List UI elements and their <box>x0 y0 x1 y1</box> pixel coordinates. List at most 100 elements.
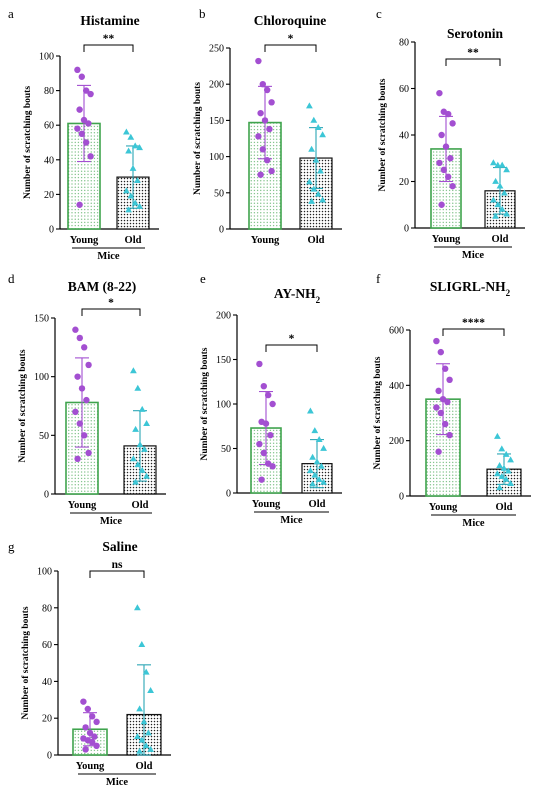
data-point-old <box>309 453 316 460</box>
data-point-young <box>87 90 94 98</box>
y-tick-label: 80 <box>399 38 409 49</box>
data-point-young <box>437 348 444 356</box>
panel-letter: a <box>8 6 14 21</box>
y-tick-label: 80 <box>44 86 54 97</box>
data-point-young <box>269 463 276 470</box>
data-point-old <box>310 116 318 123</box>
chart-title-text: Saline <box>102 539 137 554</box>
data-point-old <box>142 668 150 675</box>
data-point-young <box>255 133 262 140</box>
x-tick-label: Old <box>132 500 149 511</box>
data-point-old <box>492 212 499 219</box>
chart-panel-f: f SLIGRL-NH2 0 200 400 600 Number of scratchin… <box>373 271 531 529</box>
data-point-old <box>306 178 313 185</box>
data-point-old <box>123 187 130 194</box>
y-axis-label: Number of scratching bouts <box>200 347 210 460</box>
data-point-old <box>498 161 506 168</box>
data-point-old <box>320 444 327 451</box>
data-point-old <box>138 736 146 743</box>
data-point-old <box>318 462 325 469</box>
data-point-young <box>76 106 83 113</box>
data-point-young <box>76 334 84 342</box>
data-point-young <box>81 432 88 439</box>
panel-letter: f <box>376 271 381 286</box>
data-point-old <box>313 458 321 465</box>
significance-bracket <box>264 44 317 52</box>
data-point-young <box>82 746 89 753</box>
y-tick-label: 0 <box>49 225 54 236</box>
data-point-old <box>317 167 324 174</box>
data-point-old <box>143 420 150 426</box>
data-point-old <box>138 405 146 412</box>
x-tick-label: Old <box>136 761 153 772</box>
chart-panel-g: g Saline 0 20 40 60 80 100 Number of scratching … <box>8 539 171 788</box>
data-point-old <box>494 470 501 477</box>
data-point-young <box>444 398 451 406</box>
significance-bracket <box>89 570 145 578</box>
data-point-old <box>127 133 135 140</box>
data-point-old <box>507 479 514 486</box>
x-tick-label: Old <box>309 499 326 510</box>
x-tick-label: Young <box>68 500 97 511</box>
data-point-old <box>134 604 141 611</box>
data-point-young <box>436 159 443 167</box>
chart-title: Serotonin <box>447 26 504 41</box>
data-point-old <box>134 733 141 739</box>
y-tick-label: 80 <box>42 603 52 614</box>
data-point-young <box>438 131 445 139</box>
data-point-old <box>134 384 142 391</box>
data-point-old <box>320 478 327 485</box>
data-point-young <box>262 420 270 427</box>
y-axis-label: Number of scratching bouts <box>18 349 28 462</box>
significance-label: ** <box>103 33 115 45</box>
x-tick-label: Young <box>429 502 458 513</box>
data-point-young <box>78 130 86 138</box>
data-point-old <box>130 367 137 374</box>
data-point-old <box>125 147 132 154</box>
data-point-old <box>134 461 142 468</box>
data-point-old <box>308 145 315 152</box>
data-point-old <box>490 159 497 166</box>
data-point-old <box>309 480 316 487</box>
data-point-young <box>256 360 263 368</box>
y-tick-label: 200 <box>216 311 231 322</box>
data-point-young <box>260 383 267 390</box>
data-point-young <box>440 166 447 174</box>
x-tick-label: Young <box>76 761 105 772</box>
significance-label: ns <box>112 559 123 571</box>
x-axis-label: Mice <box>462 518 484 529</box>
y-tick-label: 600 <box>389 326 404 337</box>
y-tick-label: 0 <box>47 751 52 762</box>
data-point-young <box>435 448 442 455</box>
data-point-young <box>84 705 92 713</box>
y-tick-label: 100 <box>37 567 52 578</box>
chart-title: Chloroquine <box>254 13 327 28</box>
data-point-old <box>136 202 143 209</box>
chart-title: AY-NH2 <box>274 286 321 305</box>
data-point-young <box>267 431 274 439</box>
data-point-young <box>437 409 444 417</box>
data-point-young <box>83 396 90 404</box>
data-point-old <box>310 185 318 192</box>
data-point-young <box>442 365 449 372</box>
panel-letter: c <box>376 6 382 21</box>
y-tick-label: 0 <box>399 492 404 503</box>
x-tick-label: Old <box>492 234 509 245</box>
data-point-young <box>93 718 100 726</box>
data-point-old <box>505 467 512 474</box>
x-tick-label: Old <box>308 235 325 246</box>
y-tick-label: 100 <box>34 372 49 383</box>
x-tick-label: Young <box>70 235 99 246</box>
data-point-young <box>76 420 84 427</box>
data-point-old <box>500 464 508 471</box>
chart-panel-d: d BAM (8-22) 0 50 100 150 Number of scratching… <box>8 271 166 527</box>
data-point-young <box>80 698 87 705</box>
x-axis-label: Mice <box>97 251 119 262</box>
data-point-young <box>446 376 453 383</box>
data-point-young <box>255 57 262 65</box>
data-point-old <box>494 201 502 208</box>
data-point-old <box>503 166 510 173</box>
y-axis-label: Number of scratching bouts <box>21 606 31 719</box>
data-point-old <box>496 461 503 468</box>
